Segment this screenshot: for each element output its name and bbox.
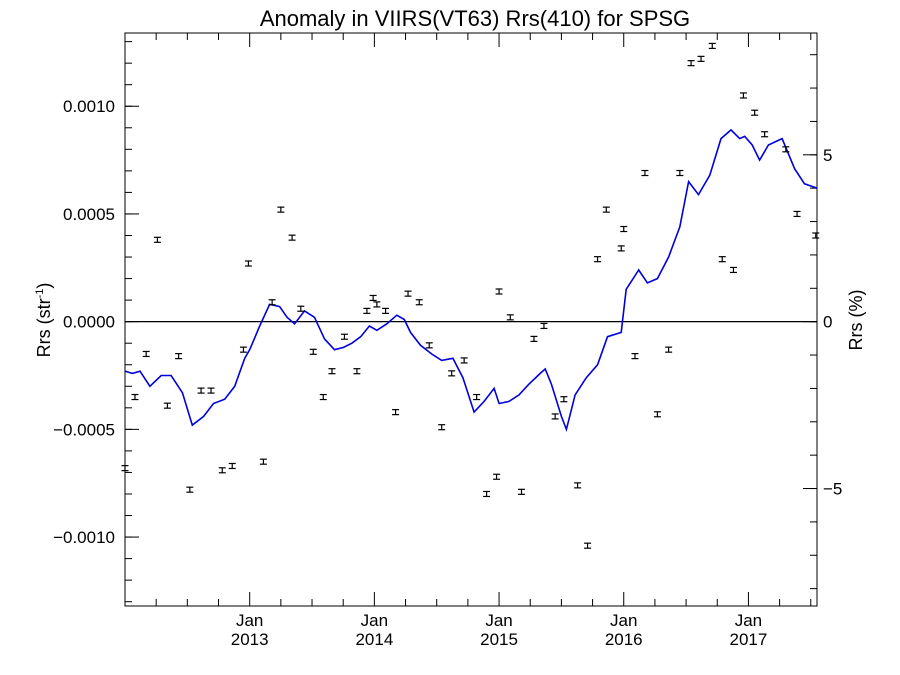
- data-point: [175, 353, 183, 360]
- data-point: [328, 368, 336, 375]
- data-point: [163, 402, 171, 409]
- y-tick-label-right: 5: [823, 146, 832, 165]
- data-point: [392, 409, 400, 416]
- x-tick-label-year: 2015: [480, 630, 518, 649]
- x-tick-label-year: 2014: [355, 630, 393, 649]
- data-point: [319, 393, 327, 401]
- x-tick-label-month: Jan: [735, 611, 762, 630]
- series-layer: [121, 42, 820, 549]
- data-point: [617, 245, 625, 252]
- y-axis-label-left-main: Rrs (str: [34, 298, 54, 357]
- data-point: [602, 206, 610, 213]
- data-point: [739, 92, 747, 99]
- data-point: [460, 357, 468, 364]
- y-tick-label-left: −0.0010: [53, 528, 115, 547]
- data-point: [530, 335, 538, 342]
- data-point: [373, 301, 381, 308]
- data-point: [259, 458, 267, 465]
- data-point: [676, 169, 684, 177]
- data-point: [239, 346, 247, 353]
- data-point: [340, 333, 348, 340]
- x-tick-label-year: 2017: [730, 630, 768, 649]
- anomaly-line-series: [124, 128, 818, 433]
- data-point: [540, 322, 548, 330]
- y-tick-label-left: 0.0010: [63, 97, 115, 116]
- x-tick-label-month: Jan: [485, 611, 512, 630]
- data-point: [506, 314, 514, 321]
- data-point: [620, 225, 628, 233]
- data-point: [353, 368, 361, 375]
- data-point: [228, 462, 236, 470]
- data-point: [761, 131, 769, 138]
- data-point: [277, 206, 285, 213]
- data-point: [197, 387, 205, 394]
- y-axis-label-right: Rrs (%): [846, 290, 866, 351]
- y-tick-label-right: −5: [823, 480, 842, 499]
- data-point: [793, 210, 801, 218]
- chart-title: Anomaly in VIIRS(VT63) Rrs(410) for SPSG: [260, 6, 690, 31]
- data-point: [153, 236, 161, 243]
- y-axis-label-left-close: ): [34, 283, 54, 289]
- axis-ticks-layer: 0.00100.00050.0000−0.0005−0.001050−5Jan2…: [53, 33, 842, 649]
- y-tick-label-left: 0.0000: [63, 313, 115, 332]
- data-point: [369, 294, 377, 302]
- data-point: [584, 542, 592, 549]
- data-point: [448, 370, 456, 377]
- data-point: [631, 353, 639, 360]
- data-point: [594, 256, 602, 263]
- data-point: [574, 482, 582, 489]
- data-point: [653, 411, 661, 418]
- data-point: [560, 396, 568, 403]
- x-tick-label-year: 2016: [605, 630, 643, 649]
- data-point: [404, 290, 412, 297]
- data-point: [207, 387, 215, 394]
- data-point: [438, 424, 446, 431]
- data-point: [218, 467, 226, 474]
- data-point: [382, 307, 390, 314]
- data-point: [473, 393, 481, 401]
- data-point: [751, 109, 759, 116]
- data-point: [493, 473, 501, 480]
- data-point: [483, 490, 491, 498]
- data-point: [641, 169, 649, 177]
- data-point: [495, 288, 503, 295]
- data-point: [551, 413, 559, 420]
- data-point: [729, 266, 737, 274]
- x-tick-label-month: Jan: [361, 611, 388, 630]
- y-tick-label-left: 0.0005: [63, 205, 115, 224]
- data-point: [309, 348, 317, 355]
- data-point: [363, 307, 371, 314]
- y-tick-label-left: −0.0005: [53, 420, 115, 439]
- data-point: [687, 60, 695, 67]
- data-point: [708, 42, 716, 50]
- data-point: [244, 260, 252, 267]
- data-point: [415, 299, 423, 306]
- data-point: [297, 305, 305, 312]
- data-point: [665, 346, 673, 353]
- y-axis-label-left-superscript: -1: [34, 289, 46, 299]
- x-tick-label-month: Jan: [236, 611, 263, 630]
- x-tick-label-year: 2013: [231, 630, 269, 649]
- y-axis-label-left: Rrs (str-1): [34, 283, 54, 358]
- data-point: [425, 342, 433, 349]
- y-tick-label-right: 0: [823, 313, 832, 332]
- data-point: [121, 465, 129, 472]
- x-tick-label-month: Jan: [610, 611, 637, 630]
- data-point: [812, 232, 820, 239]
- data-point: [186, 486, 194, 493]
- data-point: [131, 393, 139, 401]
- data-point: [697, 55, 705, 62]
- data-point: [268, 299, 276, 306]
- data-point: [517, 488, 525, 495]
- data-point: [782, 146, 790, 153]
- data-point: [718, 256, 726, 263]
- data-point: [142, 350, 150, 358]
- data-point: [288, 234, 296, 241]
- plot-frame: [124, 32, 818, 607]
